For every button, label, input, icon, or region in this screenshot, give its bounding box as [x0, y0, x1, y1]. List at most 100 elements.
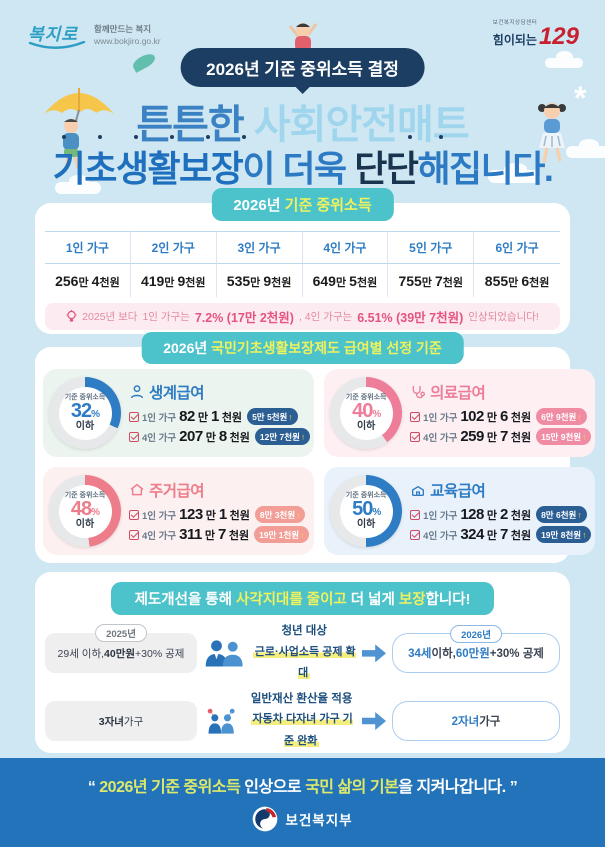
cloud-icon: [55, 175, 101, 194]
checkbox-icon: [410, 529, 421, 540]
table-cell: 256만 4천원: [45, 264, 131, 297]
up-arrow-icon: ↑: [300, 529, 305, 540]
benefit-row: 4인 가구 207 만 8 천원 12만 7천원 ↑: [129, 428, 311, 445]
table-header: 1인 가구: [45, 231, 131, 264]
footer-band: “ 2026년 기준 중위소득 인상으로 국민 삶의 기본을 지켜나갑니다. ”…: [0, 758, 605, 847]
benefit-card-uiryo: 기준 중위소득 40% 이하 의료급여 1인 가구 102 만 6 천원 6만 9천원…: [324, 369, 596, 457]
improvements-panel: 제도개선을 통해 사각지대를 줄이고 더 넓게 보장합니다! 2025년 29세…: [35, 572, 570, 815]
family-icon: [207, 708, 235, 734]
year-2025-pill: 2025년: [95, 624, 147, 643]
bokjiro-tagline: 함께만드는 복지 www.bokjiro.go.kr: [94, 24, 161, 46]
footer-quote: “ 2026년 기준 중위소득 인상으로 국민 삶의 기본을 지켜나갑니다. ”: [87, 779, 518, 796]
benefit-row: 4인 가구 311 만 7 천원 19만 1천원 ↑: [129, 526, 310, 543]
after-box: 2자녀 가구: [392, 701, 560, 742]
person-icon: [130, 385, 144, 399]
call-129-number: 129: [538, 23, 579, 50]
benefits-badge: 2026년 국민기초생활보장제도 급여별 선정 기준: [141, 332, 464, 364]
after-box: 2026년 34세 이하, 60만원 +30% 공제: [392, 625, 560, 674]
leaf-icon: [130, 51, 158, 73]
checkbox-icon: [129, 529, 139, 540]
checkbox-icon: [410, 509, 421, 520]
benefit-card-saenggye: 기준 중위소득 32% 이하 생계급여 1인 가구 82 만 1 천원 5만 5천원 ↑…: [43, 369, 315, 457]
call-129-label: 힘이되는: [492, 33, 537, 47]
increase-badge: 12만 7천원 ↑: [254, 428, 311, 445]
emphasis-dots: [408, 135, 443, 139]
percent-donut: 기준 중위소득 32% 이하: [49, 377, 121, 449]
jumping-girl-illustration: [538, 103, 566, 163]
checkbox-icon: [129, 509, 139, 520]
table-header: 6인 가구: [474, 231, 560, 264]
table-header: 2인 가구: [130, 231, 217, 264]
increase-badge: 8만 3천원 ↑: [254, 506, 306, 523]
percent-donut: 기준 중위소득 50% 이하: [330, 475, 403, 547]
checkbox-icon: [129, 411, 139, 422]
increase-badge: 19만 8천원 ↑: [536, 526, 592, 543]
table-header: 3인 가구: [216, 231, 303, 264]
benefit-title: 주거급여: [129, 479, 310, 501]
main-title-line2: 기초생활보장이 더욱 단단해집니다.: [52, 148, 554, 189]
benefit-row: 1인 가구 128 만 2 천원 8만 6천원 ↑: [410, 506, 591, 523]
ministry-name: 보건복지부: [285, 813, 353, 828]
cloud-icon: [545, 51, 583, 68]
table-header: 5인 가구: [388, 231, 475, 264]
median-income-panel: 2026년 기준 중위소득 1인 가구 2인 가구 3인 가구 4인 가구 5인…: [35, 188, 570, 334]
improvement-title: 청년 대상: [281, 625, 327, 637]
benefit-row: 4인 가구 259 만 7 천원 15만 9천원 ↑: [410, 428, 592, 445]
percent-donut: 기준 중위소득 48% 이하: [49, 475, 121, 547]
youth-workers-icon: [205, 640, 243, 667]
increase-badge: 15만 9천원 ↑: [536, 428, 592, 445]
bokjiro-wordmark-icon: 복지로: [28, 20, 86, 51]
up-arrow-icon: ↑: [577, 411, 582, 422]
benefit-row: 1인 가구 102 만 6 천원 6만 9천원 ↑: [410, 408, 591, 425]
asterisk-icon: *: [574, 80, 587, 116]
checkbox-icon: [410, 411, 421, 422]
cloud-icon: [488, 163, 540, 183]
up-arrow-icon: ↑: [300, 431, 306, 442]
table-cell: 649만 5천원: [303, 264, 389, 297]
korea-gov-taegeuk-icon: [253, 806, 278, 832]
table-cell: 855만 6천원: [484, 273, 550, 289]
increase-badge: 8만 6천원 ↑: [536, 506, 587, 523]
table-header: 4인 가구: [302, 231, 389, 264]
increase-note: 2025년 보다 1인 가구는 7.2% (17만 2천원), 4인 가구는 6…: [45, 303, 560, 330]
increase-badge: 6만 9천원 ↑: [536, 408, 587, 425]
main-title-line1: 튼튼한 사회안전매트: [136, 103, 469, 147]
benefit-title: 교육급여: [410, 479, 591, 501]
lightbulb-icon: [66, 310, 77, 322]
benefit-row: 1인 가구 82 만 1 천원 5만 5천원 ↑: [129, 408, 310, 425]
emphasis-dots: [62, 135, 246, 139]
umbrella-person-illustration: [44, 88, 114, 170]
up-arrow-icon: ↑: [582, 431, 587, 442]
school-icon: [412, 485, 425, 496]
right-arrow-icon: [362, 712, 386, 731]
up-arrow-icon: ↑: [296, 509, 301, 520]
table-cell: 419만 9천원: [131, 264, 217, 297]
stethoscope-icon: [412, 386, 426, 399]
improvement-row: 3자녀 가구 일반재산 환산율 적용 자동차 다자녀 가구 기준 완화 2자녀 …: [45, 692, 560, 751]
cloud-icon: [566, 139, 605, 158]
bokjiro-logo: 복지로 함께만드는 복지 www.bokjiro.go.kr: [28, 20, 161, 51]
table-cell: 755만 7천원: [388, 264, 475, 297]
improvement-subtitle: 자동차 다자녀 가구 기준 완화: [250, 713, 353, 747]
percent-donut: 기준 중위소득 40% 이하: [330, 377, 403, 449]
benefit-card-jugeo: 기준 중위소득 48% 이하 주거급여 1인 가구 123 만 1 천원 8만 3천원…: [43, 467, 315, 555]
benefit-card-gyoyuk: 기준 중위소득 50% 이하 교육급여 1인 가구 128 만 2 천원 8만 6천원…: [324, 467, 596, 555]
improvements-banner: 제도개선을 통해 사각지대를 줄이고 더 넓게 보장합니다!: [110, 582, 495, 615]
hero-badge: 2026년 기준 중위소득 결정: [180, 48, 425, 87]
up-arrow-icon: ↑: [582, 529, 587, 540]
benefit-row: 1인 가구 123 만 1 천원 8만 3천원 ↑: [129, 506, 310, 523]
increase-badge: 19만 1천원 ↑: [254, 526, 310, 543]
improvement-title: 일반재산 환산율 적용: [250, 692, 353, 705]
median-income-table: 1인 가구 2인 가구 3인 가구 4인 가구 5인 가구 6인 가구 256만…: [45, 231, 560, 297]
increase-badge: 5만 5천원 ↑: [247, 408, 298, 425]
benefit-row: 4인 가구 324 만 7 천원 19만 8천원 ↑: [410, 526, 592, 543]
house-icon: [130, 483, 144, 496]
improvement-subtitle: 근로·사업소득 공제 확대: [252, 645, 356, 680]
year-2026-pill: 2026년: [450, 625, 502, 644]
benefits-panel: 2026년 국민기초생활보장제도 급여별 선정 기준 기준 중위소득 32% 이…: [35, 332, 596, 563]
bokjiro-swash-icon: [28, 41, 86, 49]
right-arrow-icon: [362, 644, 386, 663]
checkbox-icon: [410, 431, 421, 442]
table-cell: 535만 9천원: [217, 264, 303, 297]
